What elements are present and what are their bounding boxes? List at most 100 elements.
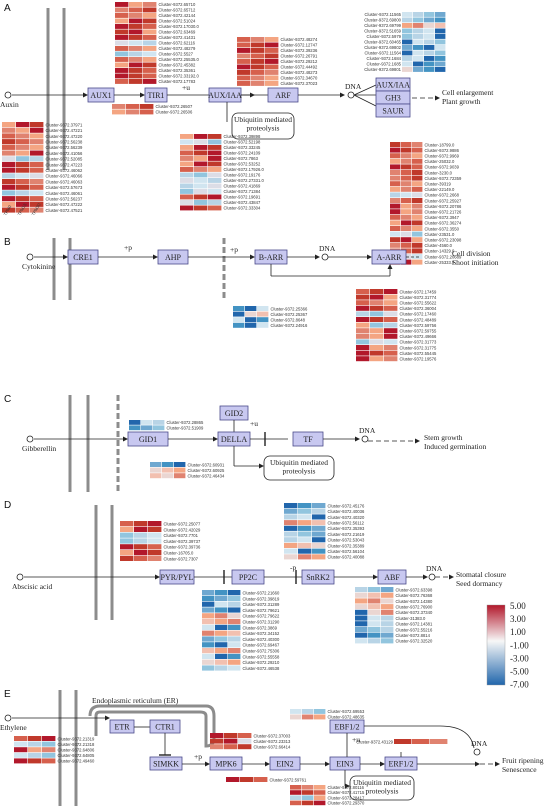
section-c-heatmap-della-cell (150, 462, 162, 467)
section-a-heatmap-arf-cell (180, 194, 194, 200)
section-d-heatmap-pp2c-cell (202, 624, 215, 630)
section-a-heatmap-arf-cell (208, 200, 222, 205)
section-a-heatmap-aux1-cell (30, 190, 44, 196)
section-a-heatmap-arf-cell (194, 200, 208, 205)
section-b-heatmap-aarr-cell (370, 328, 384, 334)
section-a-heatmap-arf-row-label: Cluster-9372.33304 (224, 206, 261, 211)
section-c-arrow-tf-head (355, 436, 360, 442)
section-b-heatmap-aarr-cell (384, 333, 398, 339)
section-d-heatmap-abf-row-label: Cluster-9372.76368 (396, 593, 433, 598)
section-d-heatmap-snrk2-row-label: Cluster-9372.35389 (328, 543, 365, 548)
section-d-heatmap-snrk2-cell (298, 554, 312, 560)
section-a-heatmap-arf-row-label: Cluster-9372.27331.0 (224, 178, 265, 183)
section-b-heatmap-aarr-cell (384, 339, 398, 345)
section-a-heatmap-arf-cell (180, 172, 194, 178)
section-a-heatmap-saur-row-label: Cluster-18799.0 (425, 142, 455, 147)
section-a-heatmap-tir1-b-row-label: Cluster-9372.26506 (156, 110, 193, 115)
section-d-heatmap-pp2c-cell (215, 648, 228, 654)
section-a-heatmap-aux1-cell (30, 173, 44, 179)
section-d-heatmap-abf-row-label: Cluster-9372.14381 (396, 622, 433, 627)
section-a-heatmap-tir1-cell (143, 29, 157, 35)
section-d-heatmap-snrk2-cell (284, 542, 298, 548)
section-e-heatmap-etr-cell (42, 747, 56, 753)
section-a-heatmap-saur-cell (390, 181, 401, 187)
section-a-heatmap-gh3-cell (435, 39, 446, 45)
section-d-heatmap-snrk2-cell (298, 548, 312, 554)
section-a-heatmap-auxiaa-row-label: Cluster-9372.12747 (281, 43, 318, 48)
section-a-heatmap-gh3-cell (424, 34, 435, 39)
section-a-heatmap-gh3-cell (424, 45, 435, 50)
section-a-heatmap-tir1-row-label: Cluster-9372.41431 (159, 35, 196, 40)
color-legend-tick: -1.00 (510, 640, 529, 650)
section-e-heatmap-erf-cell (412, 739, 430, 744)
section-d-heatmap-pp2c-cell (202, 653, 215, 659)
section-b-heatmap-barr-cell (245, 322, 257, 328)
section-a-heatmap-tir1-cell (129, 51, 143, 57)
section-d-heatmap-pp2c-cell (228, 590, 241, 596)
section-a-heatmap-aux1-row-label: Cluster-9372.47221 (46, 128, 83, 133)
section-a-heatmap-gh3-row-label: Cluster-9372.69802 (364, 45, 401, 50)
section-b-heatmap-barr-row-label: Cluster-9372.8648 (271, 318, 306, 323)
section-a-heatmap-saur-row-label: Cluster-14329.0 (425, 249, 455, 254)
section-a-heatmap-arf-cell (180, 139, 194, 145)
section-a-heatmap-auxiaa-cell (237, 42, 251, 48)
section-b-heatmap-barr-cell (257, 322, 269, 328)
section-d-heatmap-snrk2-cell (298, 503, 312, 509)
section-d-heatmap-pyr-cell (148, 538, 162, 544)
section-e-heatmap-ein3-row-label: Cluster-9372.28417 (328, 795, 365, 800)
section-a-heatmap-aux1-cell (2, 161, 16, 167)
section-a-heatmap-auxiaa-cell (265, 37, 279, 42)
section-d-aba-label: Abscisic acid (12, 582, 52, 591)
section-d-heatmap-abf-cell (368, 615, 381, 621)
section-b-heatmap-barr-cell (257, 306, 269, 311)
section-b-heatmap-aarr-cell (370, 311, 384, 317)
section-a-heatmap-gh3-cell (435, 56, 446, 61)
section-d-heatmap-pp2c-cell (202, 601, 215, 607)
section-a-heatmap-tir1-cell (115, 73, 129, 79)
section-a-outcome: Cell enlargement (442, 88, 494, 97)
section-a-heatmap-saur-row-label: Cluster-9372.2668 (425, 193, 460, 198)
section-e-ethylene-label: Ethylene (0, 723, 27, 732)
section-a-heatmap-saur-cell (401, 192, 412, 198)
section-e-heatmap-mpk6-cell (210, 733, 224, 738)
section-a-heatmap-aux1-cell (30, 127, 44, 133)
section-a-heatmap-saur-cell (390, 231, 401, 237)
section-a-heatmap-gh3-cell (402, 28, 413, 34)
section-d-heatmap-pyr-row-label: Cluster-9372.7701 (164, 533, 199, 538)
section-a-heatmap-tir1-cell (129, 7, 143, 13)
section-a-heatmap-auxiaa-cell (265, 75, 279, 81)
section-a-heatmap-aux1-row-label: Cluster-9372.47222 (46, 202, 83, 207)
section-a-heatmap-gh3-cell (435, 34, 446, 39)
section-d-heatmap-pyr-row-label: Cluster-16705.0 (164, 551, 194, 556)
section-b-cytokinine-marker (26, 253, 34, 261)
color-legend-tick: -7.00 (510, 680, 529, 690)
section-a-heatmap-aux1-cell (30, 201, 44, 207)
section-a-heatmap-saur-cell (412, 158, 423, 164)
section-a-heatmap-saur-cell (401, 209, 412, 215)
section-a-plus-u: +u (182, 83, 190, 92)
section-c-heatmap-gid1-cell (141, 425, 153, 431)
section-a-heatmap-gh3-cell (435, 50, 446, 56)
section-d-heatmap-abf-row-label: Cluster-9372.37340 (396, 610, 433, 615)
section-c-gid1-label: GID1 (139, 435, 157, 444)
section-a-heatmap-aux1-cell (16, 139, 30, 145)
section-a-heatmap-saur-cell (412, 242, 423, 248)
section-a-heatmap-saur-cell (401, 214, 412, 220)
section-a-heatmap-tir1-cell (143, 13, 157, 18)
section-a-heatmap-tir1-cell (129, 35, 143, 40)
section-d-heatmap-pp2c-cell (202, 659, 215, 665)
section-d-heatmap-abf-cell (381, 598, 394, 604)
section-e-heatmap-mpk6-b-cell (226, 777, 240, 782)
section-a-heatmap-aux1-row-label: Cluster-9372.46066 (46, 174, 83, 179)
section-a-heatmap-aux1-cell (2, 173, 16, 179)
section-a-heatmap-aux1-cell (16, 156, 30, 162)
section-e-heatmap-mpk6-cell (224, 744, 238, 750)
section-e-heatmap-ein3-row-label: Cluster-9372.41715 (328, 790, 365, 795)
section-e-heatmap-mpk6-cell (224, 733, 238, 738)
section-a-heatmap-gh3-row-label: Cluster-9372.60465 (364, 40, 401, 45)
section-d-heatmap-pp2c-cell (215, 607, 228, 613)
section-a-heatmap-arf-cell (194, 205, 208, 211)
section-a-heatmap-tir1-cell (129, 2, 143, 7)
section-a-heatmap-arf-cell (194, 189, 208, 194)
